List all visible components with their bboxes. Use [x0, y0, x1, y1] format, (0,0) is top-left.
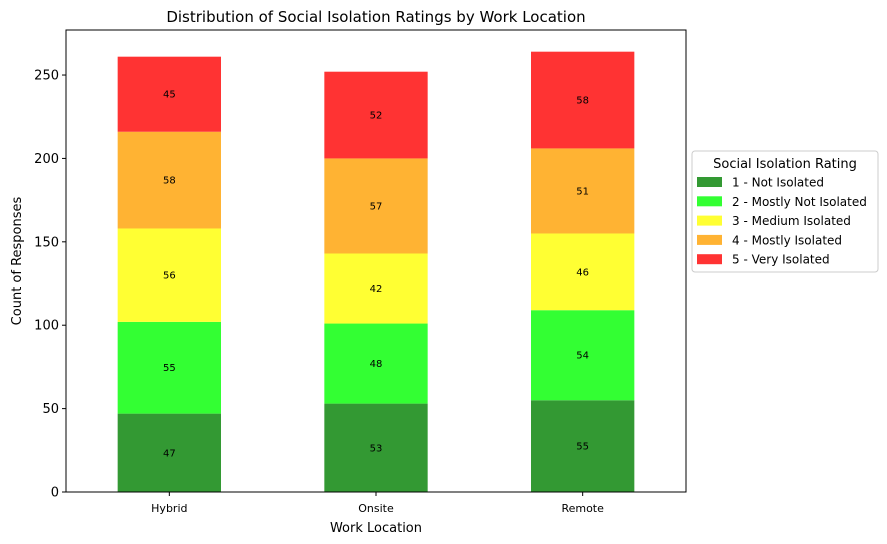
y-tick-label: 200	[34, 152, 59, 167]
bar-remote-rating-3	[531, 233, 635, 311]
legend-title: Social Isolation Rating	[713, 157, 857, 172]
bar-label-onsite-rating-3: 42	[370, 284, 383, 295]
bar-onsite-rating-3	[324, 253, 428, 324]
bar-hybrid-rating-1	[117, 413, 221, 492]
legend-swatch-rating-1	[697, 177, 722, 187]
y-tick-label: 50	[42, 402, 59, 417]
legend-label-rating-3: 3 - Medium Isolated	[732, 214, 851, 228]
y-tick-label: 100	[34, 319, 59, 334]
x-tick-label-hybrid: Hybrid	[151, 502, 187, 515]
bar-remote-rating-1	[531, 400, 635, 492]
bar-remote-rating-4	[531, 148, 635, 234]
bar-label-remote-rating-4: 51	[576, 186, 589, 197]
legend-swatch-rating-3	[697, 215, 722, 226]
x-axis-label: Work Location	[330, 521, 422, 536]
legend-items: 1 - Not Isolated 2 - Mostly Not Isolated 3…	[697, 176, 867, 267]
legend-label-rating-1: 1 - Not Isolated	[732, 176, 824, 190]
bar-label-remote-rating-5: 58	[576, 96, 589, 107]
bar-onsite-rating-2	[324, 323, 428, 404]
bar-remote-rating-2	[531, 310, 635, 401]
x-tick-label-onsite: Onsite	[358, 502, 394, 515]
y-axis-label: Count of Responses	[10, 196, 25, 325]
legend-swatch-rating-4	[697, 234, 722, 245]
legend-box	[691, 150, 879, 273]
bar-onsite-rating-1	[324, 403, 428, 492]
x-tick-label-remote: Remote	[561, 502, 604, 515]
legend-label-rating-5: 5 - Very Isolated	[732, 253, 830, 267]
bar-label-onsite-rating-5: 52	[370, 111, 383, 122]
bar-hybrid-rating-3	[117, 228, 221, 322]
bar-hybrid-rating-5	[117, 56, 221, 132]
bar-label-onsite-rating-1: 53	[370, 443, 383, 454]
bar-label-onsite-rating-4: 57	[370, 201, 383, 212]
y-tick-label: 250	[34, 69, 59, 84]
legend-swatch-rating-5	[697, 254, 722, 265]
bar-label-hybrid-rating-5: 45	[163, 90, 176, 101]
plot-area: 47 55 56 58 45 53 48 42 57 52 55 54 46 51 58 0 50 100 150…	[34, 29, 687, 515]
legend-label-rating-4: 4 - Mostly Isolated	[732, 233, 842, 247]
bar-label-remote-rating-3: 46	[576, 267, 589, 278]
bar-label-hybrid-rating-4: 58	[163, 176, 176, 187]
bar-label-hybrid-rating-1: 47	[163, 448, 176, 459]
bar-labels: 47 55 56 58 45 53 48 42 57 52 55 54 46 51 58	[163, 90, 589, 460]
bar-label-hybrid-rating-3: 56	[163, 271, 176, 282]
legend-swatch-rating-2	[697, 196, 722, 207]
legend-label-rating-2: 2 - Mostly Not Isolated	[732, 195, 867, 209]
chart-title: Distribution of Social Isolation Ratings…	[166, 8, 585, 26]
y-tick-label: 0	[51, 486, 59, 501]
bar-remote-rating-5	[531, 51, 635, 149]
bar-label-remote-rating-1: 55	[576, 442, 589, 453]
bar-label-onsite-rating-2: 48	[370, 359, 383, 370]
bars	[117, 51, 635, 492]
bar-hybrid-rating-2	[117, 321, 221, 414]
bar-onsite-rating-4	[324, 158, 428, 254]
legend: Social Isolation Rating 1 - Not Isolated…	[691, 150, 879, 273]
bar-label-hybrid-rating-2: 55	[163, 363, 176, 374]
x-axis: Hybrid Onsite Remote	[151, 492, 604, 515]
y-axis: 0 50 100 150 200 250	[34, 69, 66, 501]
bar-hybrid-rating-4	[117, 131, 221, 229]
y-tick-label: 150	[34, 235, 59, 250]
bar-label-remote-rating-2: 54	[576, 351, 589, 362]
bar-onsite-rating-5	[324, 71, 428, 159]
